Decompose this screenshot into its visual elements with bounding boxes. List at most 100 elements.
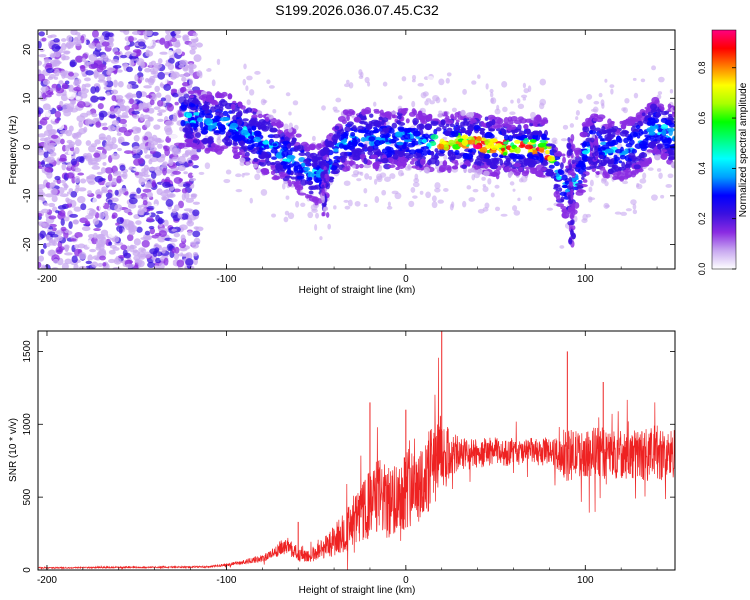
spectrogram-cell xyxy=(66,103,75,110)
spectrogram-cell xyxy=(660,194,665,199)
spectrogram-cell xyxy=(165,127,173,136)
spectrogram-cell xyxy=(523,123,529,130)
spectrogram-cell xyxy=(461,139,469,147)
spectrogram-cell xyxy=(126,83,133,90)
spectrogram-cell xyxy=(323,166,327,171)
spectrogram-cell xyxy=(167,63,175,71)
spectrogram-cell xyxy=(559,191,568,196)
spectrogram-cell xyxy=(171,228,177,232)
spectrogram-cell xyxy=(561,174,568,181)
spectrogram-cell xyxy=(75,55,84,63)
spectrogram-cell xyxy=(180,104,187,111)
spectrogram-cell xyxy=(258,147,264,151)
spectrogram-cell xyxy=(283,123,289,131)
spectrogram-cell xyxy=(67,150,74,156)
spectrogram-cell xyxy=(358,75,364,80)
spectrogram-cell xyxy=(220,98,226,103)
spectrogram-cell xyxy=(163,219,169,227)
spectrogram-cell xyxy=(168,134,178,139)
spectrogram-cell xyxy=(270,170,276,176)
spectrogram-cell xyxy=(633,92,639,99)
spectrogram-cell xyxy=(193,226,199,230)
spectrogram-cell xyxy=(582,140,587,148)
spectrogram-cell xyxy=(38,60,43,66)
spectrogram-cell xyxy=(667,173,674,179)
spectrogram-cell xyxy=(177,200,184,209)
spectrogram-cell xyxy=(235,111,243,118)
spectrogram-cell xyxy=(64,252,73,256)
spectrogram-cell xyxy=(243,147,248,152)
spectrogram-cell xyxy=(419,190,424,195)
spectrogram-cell xyxy=(357,142,364,147)
spectrogram-cell xyxy=(566,143,572,148)
spectrogram-cell xyxy=(78,251,87,260)
spectrogram-cell xyxy=(81,57,86,63)
spectrogram-cell xyxy=(403,139,412,143)
spectrogram-cell xyxy=(199,121,204,129)
spectrogram-cell xyxy=(455,119,460,123)
spectrogram-cell xyxy=(248,83,252,88)
spectrogram-cell xyxy=(513,172,521,176)
spectrogram-cell xyxy=(328,132,334,137)
spectrogram-cell xyxy=(188,159,193,164)
spectrogram-y-tick-label: 20 xyxy=(22,44,33,56)
spectrogram-cell xyxy=(100,236,107,245)
spectrogram-cell xyxy=(275,163,281,170)
spectrogram-cell xyxy=(107,69,112,75)
spectrogram-cell xyxy=(412,120,418,126)
spectrogram-cell xyxy=(151,31,159,36)
spectrogram-cell xyxy=(588,165,597,169)
spectrogram-cell xyxy=(181,81,190,87)
spectrogram-cell xyxy=(38,148,43,154)
spectrogram-cell xyxy=(63,244,70,250)
spectrogram-cell xyxy=(651,194,658,201)
spectrogram-cell xyxy=(193,237,201,245)
spectrogram-cell xyxy=(287,154,296,160)
spectrogram-cell xyxy=(56,235,63,242)
spectrogram-cell xyxy=(131,103,140,110)
spectrogram-cell xyxy=(447,166,452,174)
spectrogram-cell xyxy=(208,61,215,65)
spectrogram-cell xyxy=(537,142,547,148)
spectrogram-cell xyxy=(485,83,489,90)
spectrogram-cell xyxy=(55,246,64,255)
spectrogram-cell xyxy=(243,172,251,176)
spectrogram-cell xyxy=(496,192,500,197)
spectrogram-cell xyxy=(451,159,459,164)
spectrogram-cell xyxy=(376,122,381,128)
spectrogram-cell xyxy=(142,114,151,120)
spectrogram-cell xyxy=(151,134,158,142)
spectrogram-cell xyxy=(110,89,119,95)
spectrogram-cell xyxy=(185,197,194,203)
spectrogram-cell xyxy=(284,210,290,216)
spectrogram-cell xyxy=(232,142,239,147)
spectrogram-cell xyxy=(38,191,46,198)
spectrogram-cell xyxy=(193,89,199,94)
spectrogram-cell xyxy=(67,143,74,149)
spectrogram-cell xyxy=(241,172,245,178)
spectrogram-cell xyxy=(527,196,533,202)
spectrogram-cell xyxy=(296,175,305,180)
spectrogram-cell xyxy=(431,201,438,209)
spectrogram-cell xyxy=(553,161,560,167)
spectrogram-cell xyxy=(500,127,505,133)
spectrogram-cell xyxy=(426,149,431,155)
spectrogram-cell xyxy=(253,157,259,163)
spectrogram-cell xyxy=(109,113,116,119)
spectrogram-cell xyxy=(85,140,92,146)
spectrogram-cell xyxy=(467,139,476,145)
spectrogram-cell xyxy=(532,122,538,127)
spectrogram-cell xyxy=(546,207,554,211)
spectrogram-cell xyxy=(41,37,47,42)
spectrogram-cell xyxy=(50,188,58,196)
spectrogram-cell xyxy=(179,59,189,66)
spectrogram-cell xyxy=(490,171,499,177)
spectrogram-cell xyxy=(495,124,503,129)
spectrogram-cell xyxy=(203,117,212,125)
spectrogram-cell xyxy=(123,150,133,154)
spectrogram-cell xyxy=(142,200,148,206)
spectrogram-cell xyxy=(487,178,492,185)
spectrogram-cell xyxy=(172,112,178,120)
spectrogram-cell xyxy=(51,115,56,122)
spectrogram-cell xyxy=(461,164,468,170)
